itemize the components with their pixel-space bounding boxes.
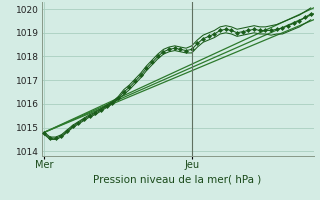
X-axis label: Pression niveau de la mer( hPa ): Pression niveau de la mer( hPa )	[93, 174, 262, 184]
